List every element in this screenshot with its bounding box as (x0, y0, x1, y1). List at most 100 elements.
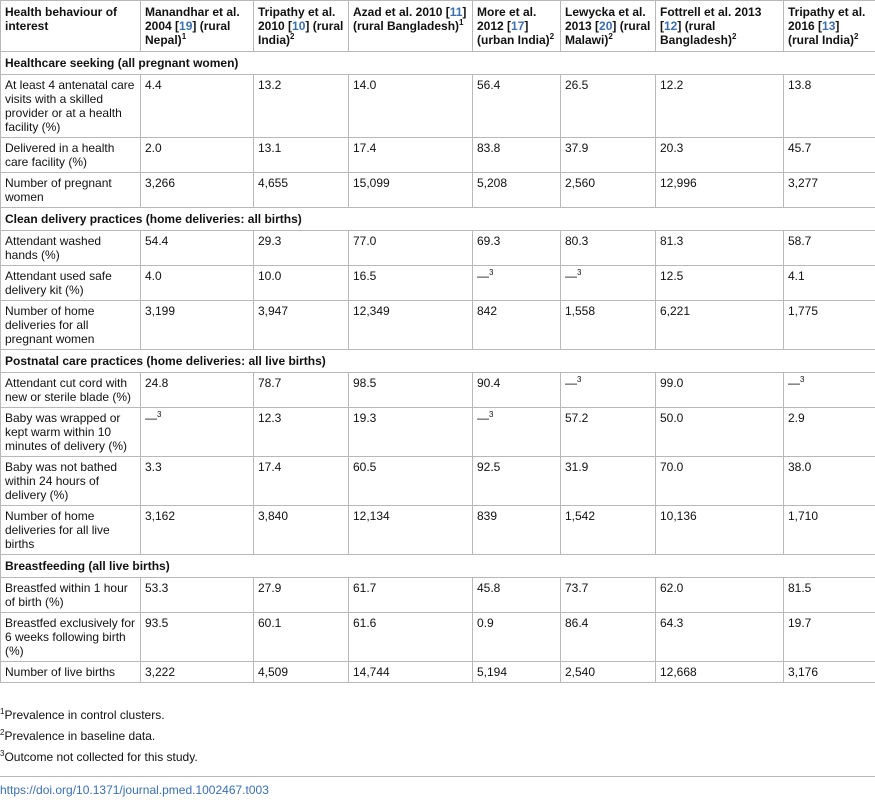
footnote-marker: 1 (0, 707, 5, 716)
row-label: Number of live births (0, 661, 141, 683)
study-label: ] (rural India) (788, 19, 855, 47)
table-cell: 13.8 (783, 74, 875, 138)
study-label: ] (rural India) (258, 19, 344, 47)
study-label: ] (rural Malawi) (565, 19, 651, 47)
not-collected-dash: — (788, 376, 800, 390)
header-cell: Fottrell et al. 2013 [12] (rural Banglad… (655, 0, 784, 52)
table-cell: 19.7 (783, 612, 875, 662)
table-cell: 57.2 (560, 407, 656, 457)
not-collected-dash: — (565, 269, 577, 283)
table-cell: 3,947 (253, 300, 349, 350)
table-row: Baby was not bathed within 24 hours of d… (0, 456, 875, 506)
doi-link[interactable]: https://doi.org/10.1371/journal.pmed.100… (0, 783, 269, 797)
table-cell: 92.5 (472, 456, 561, 506)
table-row: Breastfed exclusively for 6 weeks follow… (0, 612, 875, 662)
table-cell: 19.3 (348, 407, 473, 457)
table-cell: 12.3 (253, 407, 349, 457)
table-cell: 10.0 (253, 265, 349, 301)
row-label: Number of home deliveries for all live b… (0, 505, 141, 555)
table-cell: 5,208 (472, 172, 561, 208)
not-collected-dash: — (477, 269, 489, 283)
table-cell: 80.3 (560, 230, 656, 266)
table-cell: 13.1 (253, 137, 349, 173)
table-cell: 1,558 (560, 300, 656, 350)
footnote-marker: 2 (854, 32, 859, 41)
table-cell: 78.7 (253, 372, 349, 408)
table-cell: 37.9 (560, 137, 656, 173)
footnote: 1Prevalence in control clusters. (0, 707, 875, 723)
study-label: More et al. 2012 [ (477, 5, 537, 33)
study-label: ] (urban India) (477, 19, 550, 47)
ref-link[interactable]: 12 (664, 19, 678, 33)
ref-link[interactable]: 20 (599, 19, 613, 33)
table-cell: 83.8 (472, 137, 561, 173)
footnote-marker: 3 (157, 410, 162, 419)
section-row: Breastfeeding (all live births) (0, 554, 875, 578)
table-cell: 1,542 (560, 505, 656, 555)
table-cell: 98.5 (348, 372, 473, 408)
table-cell: 3.3 (140, 456, 254, 506)
table-cell: 4.1 (783, 265, 875, 301)
row-label: Attendant washed hands (%) (0, 230, 141, 266)
study-label: Tripathy et al. 2010 [ (258, 5, 336, 33)
footnote-text: Prevalence in control clusters. (4, 708, 165, 722)
table-cell: 3,199 (140, 300, 254, 350)
study-label: Fottrell et al. 2013 [ (660, 5, 762, 33)
ref-link[interactable]: 13 (822, 19, 836, 33)
table-row: Baby was wrapped or kept warm within 10 … (0, 407, 875, 457)
table-cell: 3,162 (140, 505, 254, 555)
study-label: Tripathy et al. 2016 [ (788, 5, 866, 33)
table-cell: 31.9 (560, 456, 656, 506)
table-cell: 3,840 (253, 505, 349, 555)
study-label: ] (rural Bangladesh) (353, 5, 467, 33)
footnote-text: Outcome not collected for this study. (4, 750, 198, 764)
table-cell: 58.7 (783, 230, 875, 266)
table-row: Attendant washed hands (%) 54.4 29.3 77.0 69… (0, 230, 875, 266)
table-cell: 6,221 (655, 300, 784, 350)
table-cell: 81.5 (783, 577, 875, 613)
table-row: At least 4 antenatal care visits with a … (0, 74, 875, 138)
ref-link[interactable]: 19 (179, 19, 193, 33)
table-cell: 64.3 (655, 612, 784, 662)
footnote-marker: 2 (290, 32, 295, 41)
section-title: Postnatal care practices (home deliverie… (0, 349, 875, 373)
table-cell: 99.0 (655, 372, 784, 408)
table-cell: 62.0 (655, 577, 784, 613)
table-cell: 45.7 (783, 137, 875, 173)
footnote: 2Prevalence in baseline data. (0, 729, 875, 744)
table-cell: 4.4 (140, 74, 254, 138)
table-cell: 26.5 (560, 74, 656, 138)
table-cell: 3,277 (783, 172, 875, 208)
table-cell: 86.4 (560, 612, 656, 662)
footnote-text: Prevalence in baseline data. (4, 729, 156, 743)
table-cell: 2,560 (560, 172, 656, 208)
table-cell: 50.0 (655, 407, 784, 457)
table-cell: 24.8 (140, 372, 254, 408)
table-cell: —3 (560, 265, 656, 301)
table-cell: 60.5 (348, 456, 473, 506)
section-row: Postnatal care practices (home deliverie… (0, 349, 875, 373)
header-cell: More et al. 2012 [17] (urban India)2 (472, 0, 561, 52)
footnote-marker: 1 (181, 32, 187, 41)
table-cell: 10,136 (655, 505, 784, 555)
section-row: Clean delivery practices (home deliverie… (0, 207, 875, 231)
table-cell: 17.4 (348, 137, 473, 173)
ref-link[interactable]: 17 (511, 19, 525, 33)
table-row: Delivered in a health care facility (%) 2… (0, 137, 875, 173)
ref-link[interactable]: 10 (292, 19, 306, 33)
footnote-marker: 3 (489, 268, 494, 277)
table-row: Number of pregnant women 3,266 4,655 15,099… (0, 172, 875, 208)
table-cell: 14,744 (348, 661, 473, 683)
table-cell: 13.2 (253, 74, 349, 138)
row-label: Baby was wrapped or kept warm within 10 … (0, 407, 141, 457)
table-row: Attendant cut cord with new or sterile b… (0, 372, 875, 408)
table-cell: 0.9 (472, 612, 561, 662)
table-cell: 61.7 (348, 577, 473, 613)
table-cell: 12,668 (655, 661, 784, 683)
table-cell: 54.4 (140, 230, 254, 266)
table-cell: 5,194 (472, 661, 561, 683)
footnote-marker: 3 (489, 410, 494, 419)
row-label: Attendant cut cord with new or sterile b… (0, 372, 141, 408)
header-cell: Health behaviour of interest (0, 0, 141, 52)
ref-link[interactable]: 11 (449, 5, 463, 19)
